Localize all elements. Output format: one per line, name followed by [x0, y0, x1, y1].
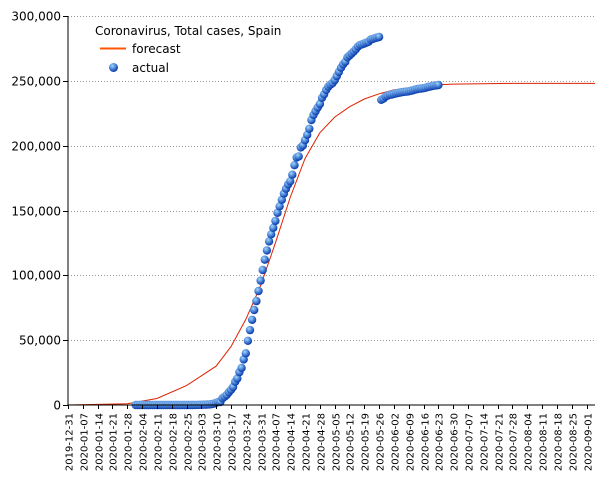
legend: Coronavirus, Total cases, Spain forecast…	[95, 24, 281, 75]
x-tick-label: 2020-02-11	[154, 413, 165, 471]
y-tick-label: 300,000	[11, 10, 61, 24]
actual-point	[273, 208, 282, 217]
x-tick-label: 2020-02-25	[184, 413, 195, 471]
x-tick-label: 2020-06-16	[421, 413, 432, 471]
x-tick-label: 2020-05-12	[346, 413, 357, 471]
actual-point	[288, 170, 297, 179]
x-tick-label: 2020-05-26	[376, 413, 387, 471]
forecast-line	[67, 82, 595, 406]
x-tick-label: 2020-04-14	[287, 413, 298, 471]
x-tick-label: 2020-06-23	[435, 413, 446, 471]
y-tick-label: 250,000	[11, 75, 61, 89]
legend-forecast-label: forecast	[132, 42, 181, 56]
actual-point	[271, 216, 280, 226]
actual-point	[305, 124, 314, 133]
x-tick-label: 2020-04-21	[302, 413, 313, 471]
x-tick-label: 2020-01-28	[124, 413, 135, 471]
forecast-series	[67, 82, 595, 406]
x-tick-label: 2020-07-07	[465, 413, 476, 471]
x-tick-label: 2020-01-14	[95, 413, 106, 471]
x-tick-label: 2020-08-04	[524, 413, 535, 471]
x-tick-label: 2020-05-19	[361, 413, 372, 471]
x-tick-label: 2020-01-21	[109, 413, 120, 471]
x-tick-label: 2020-09-01	[584, 413, 595, 471]
actual-point	[241, 349, 250, 358]
y-tick-labels: 0 50,000 100,000 150,000 200,000 250,000 300,0…	[11, 10, 68, 413]
x-tick-label: 2020-08-25	[569, 413, 580, 471]
legend-actual-label: actual	[132, 61, 169, 75]
y-tick-label: 200,000	[11, 140, 61, 154]
actual-point	[275, 202, 284, 211]
actual-point	[245, 325, 255, 335]
x-tick-label: 2019-12-31	[65, 413, 76, 471]
x-tick-label: 2020-04-28	[317, 413, 328, 471]
x-tick-labels: 2019-12-31 2020-01-07 2020-01-14 2020-01-21…	[65, 405, 595, 471]
x-tick-label: 2020-02-04	[139, 413, 150, 471]
y-tick-label: 100,000	[11, 269, 61, 283]
actual-point	[256, 276, 265, 285]
actual-point	[374, 32, 384, 42]
x-tick-label: 2020-08-11	[539, 413, 550, 471]
x-tick-label: 2020-07-21	[495, 413, 506, 471]
actual-point	[237, 363, 246, 373]
gridlines	[68, 16, 595, 341]
actual-point	[264, 237, 274, 246]
actual-point	[294, 152, 303, 161]
y-tick-label: 50,000	[19, 334, 61, 348]
x-tick-label: 2020-02-18	[169, 413, 180, 471]
actual-point	[247, 315, 257, 324]
actual-point	[254, 286, 263, 296]
x-tick-label: 2020-06-30	[450, 413, 461, 471]
actual-point	[260, 255, 269, 264]
actual-point	[262, 246, 272, 255]
actual-point	[243, 336, 253, 345]
y-tick-label: 150,000	[11, 205, 61, 219]
actual-point	[258, 265, 267, 275]
x-tick-label: 2020-03-24	[243, 413, 254, 471]
x-tick-label: 2020-04-07	[272, 413, 283, 471]
x-tick-label: 2020-03-03	[198, 413, 209, 471]
chart-title: Coronavirus, Total cases, Spain	[95, 24, 281, 38]
actual-point	[290, 161, 299, 170]
x-tick-label: 2020-03-17	[228, 413, 239, 471]
actual-point	[267, 230, 276, 239]
x-tick-label: 2020-07-28	[509, 413, 520, 471]
actual-point	[250, 305, 259, 315]
x-tick-label: 2020-03-31	[258, 413, 269, 471]
actual-point	[269, 223, 278, 232]
actual-point	[252, 296, 261, 306]
x-tick-label: 2020-05-05	[332, 413, 343, 471]
x-tick-label: 2020-08-18	[554, 413, 565, 471]
actual-point	[286, 177, 295, 186]
actual-point	[434, 80, 443, 90]
actual-point	[233, 374, 242, 383]
x-tick-label: 2020-06-09	[406, 413, 417, 471]
x-tick-label: 2020-06-02	[391, 413, 402, 471]
actual-series	[131, 32, 443, 410]
x-tick-label: 2020-01-07	[80, 413, 91, 471]
x-tick-label: 2020-07-14	[480, 413, 491, 471]
x-tick-label: 2020-03-10	[213, 413, 224, 471]
legend-actual-marker	[109, 63, 118, 72]
y-tick-label: 0	[53, 399, 61, 413]
